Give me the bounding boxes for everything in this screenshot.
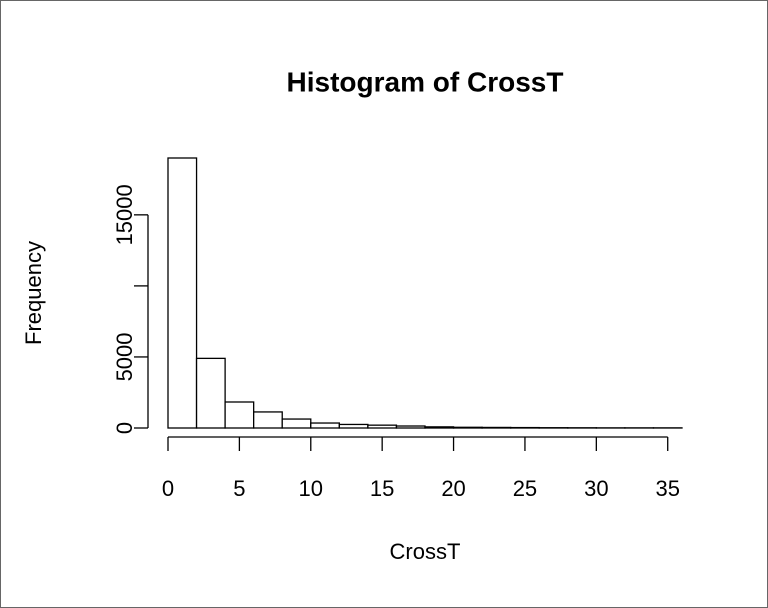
bar xyxy=(167,157,198,429)
x-tick-label: 30 xyxy=(584,476,608,501)
x-tick-label: 25 xyxy=(513,476,537,501)
x-tick-label: 0 xyxy=(162,476,174,501)
bar xyxy=(281,418,312,429)
bar xyxy=(395,425,426,429)
bar xyxy=(367,424,398,429)
bar xyxy=(481,426,512,429)
y-tick-label: 15000 xyxy=(112,184,137,245)
x-tick-label: 10 xyxy=(299,476,323,501)
chart-title: Histogram of CrossT xyxy=(287,66,564,97)
y-axis-label: Frequency xyxy=(21,241,46,345)
x-tick-label: 35 xyxy=(655,476,679,501)
bar xyxy=(310,422,340,429)
bar xyxy=(338,423,369,429)
x-tick-label: 15 xyxy=(370,476,394,501)
bar xyxy=(195,357,226,429)
x-tick-label: 20 xyxy=(441,476,465,501)
x-axis-label: CrossT xyxy=(390,539,461,564)
bar xyxy=(253,411,283,429)
y-tick-label: 0 xyxy=(112,422,137,434)
y-tick-label: 5000 xyxy=(112,332,137,381)
x-tick-label: 5 xyxy=(233,476,245,501)
bar xyxy=(224,401,255,429)
bar xyxy=(452,426,483,429)
bar xyxy=(424,426,455,429)
